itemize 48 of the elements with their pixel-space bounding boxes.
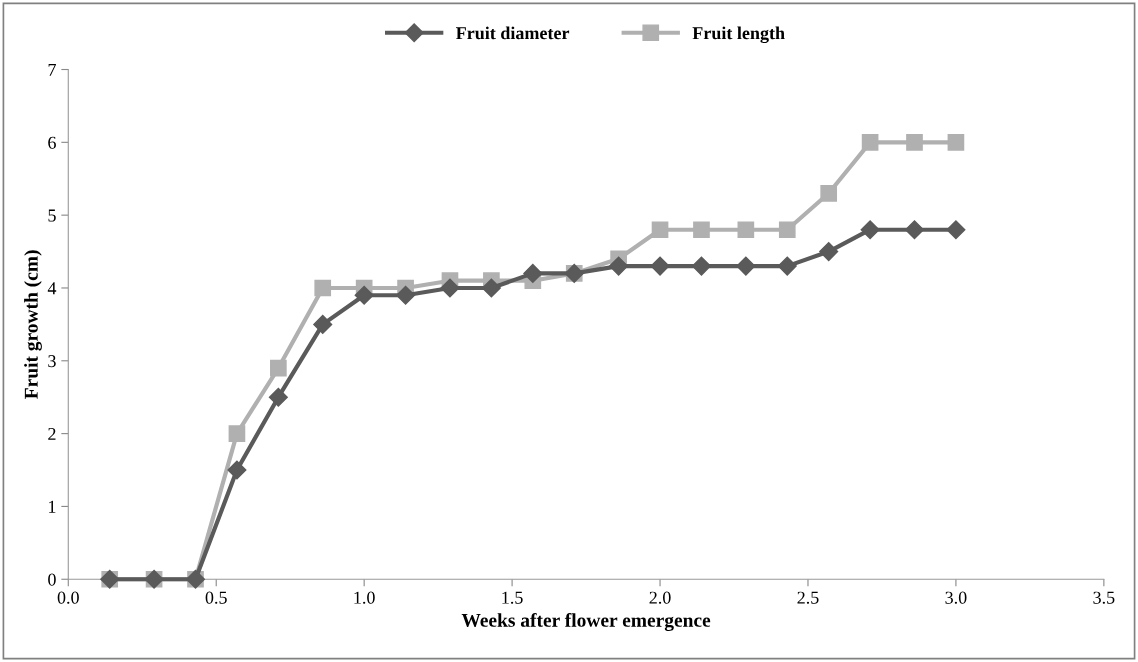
point [354,285,374,305]
point [228,425,246,442]
point [691,256,711,276]
point [946,220,966,240]
point [227,460,247,480]
y-tick-label: 0 [48,573,56,586]
x-tick-label: 1.5 [502,591,523,604]
x-tick-label: 2.0 [649,591,671,604]
point [693,221,710,239]
y-tick-label: 1 [49,500,56,513]
y-tick-label: 7 [48,63,56,76]
y-tick-label: 5 [48,209,56,222]
point [396,285,416,305]
point [440,278,460,298]
point [819,242,839,262]
point [860,220,880,240]
point [313,314,333,334]
x-tick-label: 1.0 [354,591,375,604]
x-tick-label: 3.5 [1093,591,1115,604]
legend-label: Fruit diameter [456,26,570,40]
point [270,359,287,377]
y-tick-label: 3 [48,355,56,368]
x-axis-title: Weeks after flower emergence [461,612,711,631]
point [314,279,332,297]
point [737,221,755,239]
y-tick-label: 6 [48,136,56,149]
point [777,256,797,276]
legend-label: Fruit length [692,26,785,44]
point [481,278,501,298]
point [651,221,669,239]
x-tick-label: 2.5 [797,591,819,604]
point [861,133,879,151]
x-tick-label: 3.0 [945,591,967,604]
point [778,221,796,239]
point [947,133,965,151]
point [906,133,923,151]
point [904,220,925,240]
point [523,263,543,283]
point [609,256,629,276]
point [736,256,756,276]
y-axis-title: Fruit growth (cm) [24,250,42,399]
y-tick-label: 2 [48,427,56,440]
point [820,184,838,202]
y-tick-label: 4 [47,282,57,295]
point [650,256,670,276]
x-tick-label: 0.0 [57,591,79,604]
point [268,387,288,407]
x-tick-label: 0.5 [205,591,227,604]
